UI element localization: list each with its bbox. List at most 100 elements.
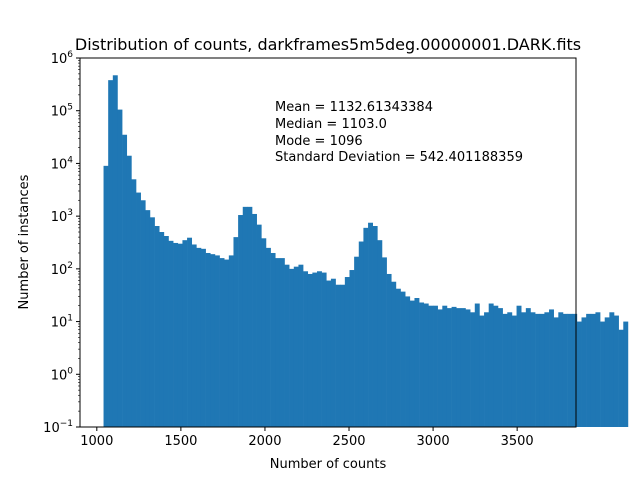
histogram-bar [238, 215, 244, 427]
histogram-bar [539, 313, 545, 427]
histogram-bar [293, 266, 299, 427]
histogram-bar [177, 243, 183, 427]
histogram-bar [530, 312, 536, 427]
histogram-bar [168, 240, 174, 427]
histogram-bar [516, 305, 522, 427]
histogram-bar [140, 200, 146, 427]
histogram-bar [460, 308, 466, 427]
histogram-bar [330, 278, 336, 427]
histogram-bar [576, 321, 582, 427]
histogram-bar [595, 312, 601, 427]
y-tick-label: 101 [51, 314, 73, 331]
y-axis-label: Number of instances [17, 174, 32, 309]
histogram-bars [103, 75, 629, 428]
histogram-bar [581, 317, 587, 427]
histogram-bar [173, 242, 179, 427]
histogram-bar [145, 210, 151, 427]
histogram-bar [409, 300, 415, 427]
histogram-bar [381, 257, 387, 427]
histogram-bar [154, 226, 160, 427]
histogram-bar [507, 312, 513, 427]
x-axis-ticks: 1000 1500 2000 2500 3000 3500 [80, 427, 534, 449]
histogram-bar [210, 254, 216, 427]
x-axis-label: Number of counts [270, 457, 387, 472]
histogram-bar [474, 303, 480, 427]
histogram-bar [613, 315, 619, 427]
histogram-bar [275, 258, 281, 427]
histogram-bar [479, 315, 485, 427]
histogram-bar [358, 241, 364, 427]
histogram-bar [307, 273, 313, 427]
histogram-bar [131, 179, 137, 427]
histogram-bar [590, 313, 596, 427]
histogram-bar [437, 309, 443, 427]
histogram-bar [317, 271, 322, 427]
histogram-bar [149, 217, 155, 427]
histogram-bar [623, 321, 629, 427]
histogram-bar [200, 248, 206, 427]
histogram-bar [451, 306, 457, 427]
histogram-bar [562, 313, 568, 427]
y-tick-label: 104 [51, 155, 74, 172]
histogram-bar [433, 305, 438, 427]
histogram-bar [279, 258, 285, 427]
histogram-bar [270, 252, 276, 427]
histogram-bar [511, 315, 517, 427]
histogram-bar [456, 308, 462, 427]
histogram-bar [586, 313, 592, 427]
histogram-bar [363, 227, 369, 427]
histogram-bar [488, 303, 494, 427]
x-tick-label: 1000 [80, 434, 113, 449]
histogram-bar [484, 312, 490, 427]
histogram-bar [233, 237, 239, 427]
histogram-bar [108, 80, 114, 428]
histogram-bar [159, 232, 165, 427]
histogram-bar [117, 109, 123, 428]
histogram-bar [303, 271, 309, 427]
annotation-median: Median = 1103.0 [275, 117, 387, 132]
histogram-bar [609, 312, 615, 427]
histogram-bar [465, 309, 471, 427]
x-tick-label: 3000 [417, 434, 450, 449]
histogram-bar [224, 259, 230, 427]
histogram-bar [446, 308, 452, 427]
histogram-bar [386, 273, 392, 427]
y-tick-label: 103 [51, 208, 73, 225]
histogram-bar [618, 329, 624, 427]
histogram-bar [497, 308, 503, 427]
annotation-mean: Mean = 1132.61343384 [275, 100, 433, 115]
histogram-bar [112, 75, 118, 427]
histogram-bar [419, 302, 425, 427]
x-tick-label: 2500 [332, 434, 365, 449]
x-tick-label: 1500 [164, 434, 197, 449]
histogram-bar [600, 321, 606, 427]
histogram-bar [502, 313, 508, 427]
histogram-bar [572, 313, 578, 427]
histogram-bar [567, 313, 573, 427]
histogram-bar [442, 305, 448, 427]
histogram-bar [493, 305, 499, 427]
histogram-bar [122, 134, 128, 427]
histogram-bar [423, 303, 429, 427]
histogram-bar [187, 237, 193, 427]
histogram-bar [247, 206, 253, 427]
histogram-bar [214, 255, 220, 427]
histogram-bar [265, 247, 271, 427]
histogram-bar [354, 256, 360, 427]
histogram-bar [261, 238, 267, 427]
histogram-bar [391, 281, 397, 427]
annotation-std-dev: Standard Deviation = 542.401188359 [275, 150, 523, 165]
histogram-bar [395, 288, 401, 427]
histogram-bar [126, 155, 132, 428]
histogram-bar [228, 255, 234, 427]
y-tick-label: 100 [51, 366, 74, 383]
y-axis-ticks: 10−1 100 101 102 103 104 105 106 [43, 50, 80, 436]
histogram-bar [103, 165, 109, 427]
histogram-bar [242, 206, 248, 427]
histogram-bar [549, 309, 554, 427]
histogram-bar [256, 224, 262, 427]
histogram-bar [470, 312, 476, 427]
y-tick-label: 105 [51, 103, 73, 120]
histogram-bar [405, 296, 411, 427]
